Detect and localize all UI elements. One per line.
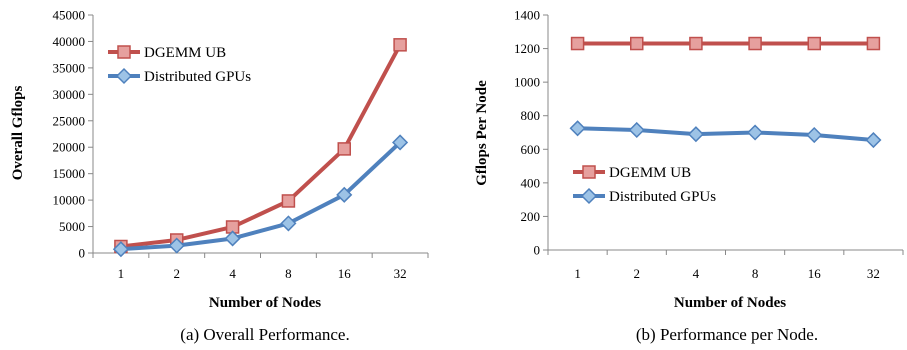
y-tick-label: 25000	[53, 113, 86, 128]
x-tick-label: 4	[229, 266, 236, 281]
x-tick-label: 2	[174, 266, 181, 281]
legend-marker-dgemm-ub	[117, 45, 131, 59]
y-tick-label: 400	[521, 175, 541, 190]
chart-performance-per-node: 0 200 400 600 800 1000 1200 1400 1 2 4 8 16 32 Number …	[474, 8, 904, 344]
legend-marker-distributed-gpus	[115, 67, 133, 85]
data-point-dgemm-ub	[748, 36, 762, 51]
legend-label-distributed-gpus: Distributed GPUs	[144, 69, 251, 85]
series-line-dgemm-ub	[120, 43, 402, 249]
series-line-distributed-gpus	[120, 141, 402, 252]
legend-marker-dgemm-ub	[582, 165, 596, 179]
legend-label-dgemm-ub: DGEMM UB	[144, 45, 226, 61]
x-tick-label: 16	[808, 266, 822, 281]
data-point-distributed-gpus	[687, 126, 704, 143]
x-tick-label: 4	[693, 266, 700, 281]
y-tick-label: 30000	[53, 87, 86, 102]
y-axis-title: Overall Gflops	[10, 86, 26, 181]
x-axis-title: Number of Nodes	[209, 295, 321, 311]
data-point-dgemm-ub	[630, 36, 644, 51]
data-point-dgemm-ub	[337, 142, 351, 156]
legend-marker-distributed-gpus	[580, 187, 598, 205]
data-point-dgemm-ub	[866, 36, 881, 51]
data-point-dgemm-ub	[807, 36, 821, 51]
y-tick-label: 0	[79, 246, 86, 261]
y-tick-label: 40000	[53, 34, 86, 49]
y-tick-label: 1400	[514, 8, 540, 23]
y-tick-label: 800	[521, 108, 541, 123]
figure-caption: (a) Overall Performance.	[180, 325, 349, 344]
x-tick-label: 32	[867, 266, 880, 281]
data-point-dgemm-ub	[689, 36, 703, 51]
data-point-dgemm-ub	[281, 194, 296, 208]
x-tick-label: 8	[285, 266, 292, 281]
y-tick-label: 200	[521, 209, 541, 224]
y-tick-label: 1200	[514, 41, 540, 56]
data-point-distributed-gpus	[628, 121, 645, 139]
y-tick-label: 0	[534, 243, 541, 258]
y-tick-label: 35000	[53, 60, 86, 75]
data-point-distributed-gpus	[168, 237, 185, 254]
chart-overall-performance: 0 5000 10000 15000 20000 25000 30000 35000 40000…	[10, 8, 429, 344]
y-tick-label: 10000	[53, 193, 86, 208]
data-point-distributed-gpus	[865, 131, 882, 149]
x-axis-title: Number of Nodes	[674, 295, 786, 311]
series-line-distributed-gpus	[577, 126, 874, 143]
data-point-dgemm-ub	[393, 38, 407, 52]
x-tick-label: 32	[394, 266, 407, 281]
y-tick-label: 15000	[53, 166, 86, 181]
data-point-distributed-gpus	[224, 230, 241, 247]
legend-label-dgemm-ub: DGEMM UB	[609, 165, 691, 181]
data-point-distributed-gpus	[806, 126, 823, 144]
figure-caption: (b) Performance per Node.	[636, 325, 818, 344]
data-point-distributed-gpus	[336, 186, 353, 203]
y-tick-label: 45000	[53, 8, 86, 23]
data-point-distributed-gpus	[112, 241, 129, 258]
x-tick-label: 16	[338, 266, 352, 281]
legend-label-distributed-gpus: Distributed GPUs	[609, 189, 716, 205]
data-point-distributed-gpus	[569, 120, 586, 137]
x-tick-label: 1	[118, 266, 125, 281]
y-axis-title: Gflops Per Node	[474, 80, 490, 186]
x-tick-label: 1	[574, 266, 581, 281]
y-tick-label: 20000	[53, 140, 86, 155]
y-tick-label: 5000	[59, 219, 85, 234]
x-tick-label: 8	[752, 266, 759, 281]
data-point-distributed-gpus	[392, 134, 409, 151]
data-point-distributed-gpus	[747, 124, 764, 141]
y-tick-label: 1000	[514, 75, 540, 90]
data-point-dgemm-ub	[570, 36, 585, 51]
y-tick-label: 600	[521, 142, 541, 157]
data-point-distributed-gpus	[280, 215, 297, 232]
x-tick-label: 2	[634, 266, 641, 281]
